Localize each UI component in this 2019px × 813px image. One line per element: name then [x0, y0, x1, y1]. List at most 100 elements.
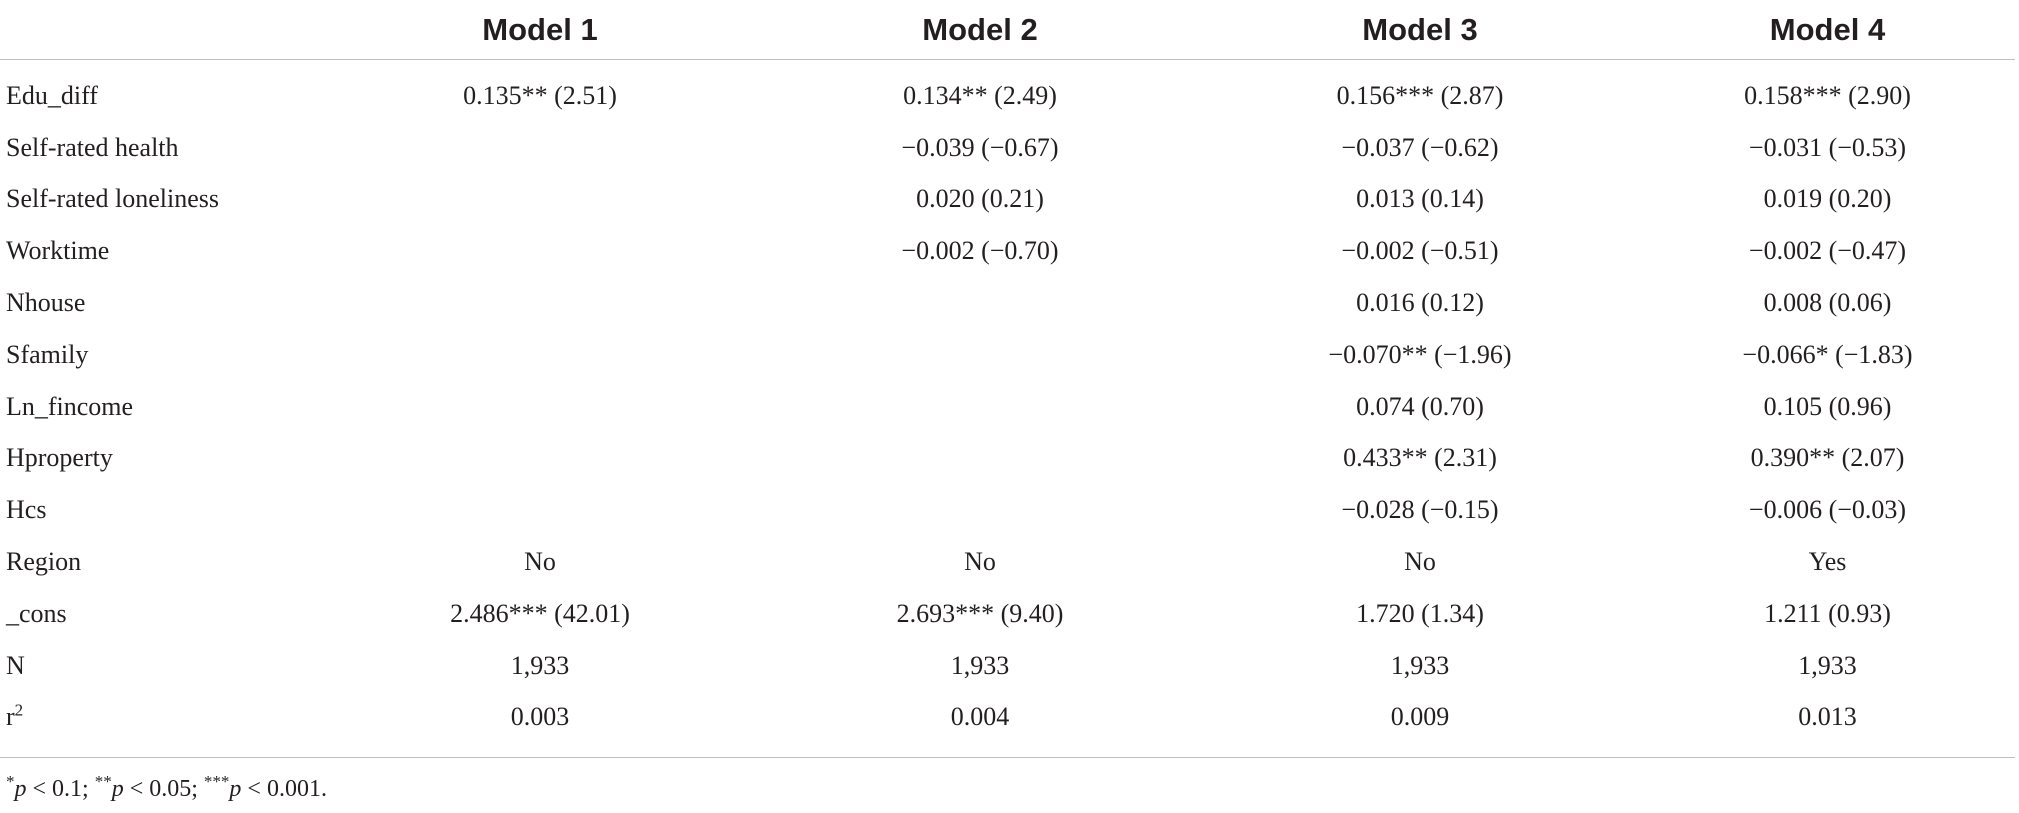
value-cell-model-3: 0.156*** (2.87) — [1336, 80, 1504, 110]
value-cell-model-1: 1,933 — [510, 650, 570, 680]
row-label: r2 — [0, 691, 320, 759]
table-row: Self-rated loneliness 0.020 (0.21) 0.013 (… — [0, 174, 2015, 226]
value-cell-model-2: −0.002 (−0.70) — [901, 236, 1059, 266]
table-row: Worktime −0.002 (−0.70) −0.002 (−0.51) −0.0… — [0, 225, 2015, 277]
value-cell-model-2: 0.004 — [760, 691, 1200, 759]
row-label-superscript: 2 — [14, 700, 24, 720]
table-row: N 1,933 1,933 1,933 1,933 — [0, 640, 2015, 692]
table-row: _cons 2.486*** (42.01) 2.693*** (9.40) 1.72… — [0, 588, 2015, 640]
value-cell-model-4: 1.211 (0.93) — [1764, 598, 1891, 628]
footnote-threshold: < 0.05; — [123, 776, 204, 802]
value-cell-model-1 — [320, 277, 760, 329]
row-label: Hproperty — [0, 433, 320, 485]
row-label: Nhouse — [0, 277, 320, 329]
value-cell-model-1 — [320, 381, 760, 433]
row-label-text: Self-rated loneliness — [6, 184, 219, 214]
header-cell-model-4: Model 4 — [1640, 0, 2015, 60]
row-label: Worktime — [0, 225, 320, 277]
row-label-text: _cons — [6, 598, 67, 628]
value-cell-model-1: No — [524, 547, 556, 577]
value-cell-model-1 — [320, 484, 760, 536]
row-label: Self-rated loneliness — [0, 174, 320, 226]
value-cell-model-2: 2.693*** (9.40) — [896, 598, 1064, 628]
value-cell-model-3: −0.028 (−0.15) — [1341, 495, 1499, 525]
value-cell-model-4: −0.031 (−0.53) — [1748, 132, 1907, 162]
value-cell-model-3: 0.016 (0.12) — [1356, 288, 1484, 318]
value-cell-model-2: 0.134** (2.49) — [903, 80, 1057, 110]
row-label-text: Ln_fincome — [6, 391, 134, 421]
row-label-text: Sfamily — [6, 339, 89, 369]
row-label: Sfamily — [0, 329, 320, 381]
value-cell-model-3: No — [1404, 547, 1436, 577]
header-cell-variable — [0, 0, 320, 60]
value-cell-model-4: 0.158*** (2.90) — [1744, 80, 1911, 110]
value-cell-model-1 — [320, 122, 760, 174]
table-row: Region No No No Yes — [0, 536, 2015, 588]
table-row: Ln_fincome 0.074 (0.70) 0.105 (0.96) — [0, 381, 2015, 433]
value-cell-model-4: −0.006 (−0.03) — [1748, 495, 1907, 525]
value-cell-model-2: −0.039 (−0.67) — [901, 132, 1059, 162]
value-cell-model-2: 1,933 — [950, 650, 1010, 680]
row-label-text: Hcs — [6, 495, 47, 525]
regression-table: Model 1 Model 2 Model 3 Model 4 Edu_diff… — [0, 0, 2015, 759]
value-cell-model-2 — [760, 484, 1200, 536]
value-cell-model-2 — [760, 329, 1200, 381]
value-cell-model-3: 1,933 — [1390, 650, 1450, 680]
value-cell-model-4: 0.019 (0.20) — [1763, 184, 1892, 214]
value-cell-model-4: Yes — [1808, 547, 1847, 577]
header-cell-model-2: Model 2 — [760, 0, 1200, 60]
value-cell-model-3: 0.013 (0.14) — [1356, 184, 1484, 214]
footnote-stars: *** — [203, 772, 230, 791]
footnote-p-symbol: p — [14, 776, 27, 802]
value-cell-model-3: 0.433** (2.31) — [1343, 443, 1497, 473]
value-cell-model-1 — [320, 329, 760, 381]
header-row: Model 1 Model 2 Model 3 Model 4 — [0, 0, 2015, 60]
footnote-p-symbol: p — [229, 776, 242, 802]
value-cell-model-2 — [760, 381, 1200, 433]
value-cell-model-2: No — [964, 547, 996, 577]
table-row: Hcs −0.028 (−0.15) −0.006 (−0.03) — [0, 484, 2015, 536]
row-label-text: Edu_diff — [6, 80, 98, 110]
value-cell-model-2: 0.020 (0.21) — [916, 184, 1044, 214]
value-cell-model-4: −0.066* (−1.83) — [1742, 339, 1913, 369]
row-label-text: Self-rated health — [6, 132, 179, 162]
table-row: Edu_diff 0.135** (2.51) 0.134** (2.49) 0.15… — [0, 60, 2015, 122]
row-label: Edu_diff — [0, 60, 320, 122]
footnote-stars: ** — [94, 772, 112, 791]
table-row: Nhouse 0.016 (0.12) 0.008 (0.06) — [0, 277, 2015, 329]
value-cell-model-3: 0.074 (0.70) — [1356, 391, 1484, 421]
table-row: Hproperty 0.433** (2.31) 0.390** (2.07) — [0, 433, 2015, 485]
footnote-stars: * — [6, 772, 15, 791]
row-label: N — [0, 640, 320, 692]
value-cell-model-4: 0.008 (0.06) — [1763, 288, 1892, 318]
table-body: Edu_diff 0.135** (2.51) 0.134** (2.49) 0.15… — [0, 60, 2015, 759]
significance-footnote: *p < 0.1; **p < 0.05; ***p < 0.001. — [6, 773, 327, 803]
table-row: Self-rated health −0.039 (−0.67) −0.037 (−… — [0, 122, 2015, 174]
value-cell-model-1 — [320, 433, 760, 485]
row-label: Hcs — [0, 484, 320, 536]
row-label-text: N — [6, 650, 25, 680]
value-cell-model-2 — [760, 433, 1200, 485]
row-label: Ln_fincome — [0, 381, 320, 433]
value-cell-model-4: 1,933 — [1798, 650, 1857, 680]
value-cell-model-3: −0.070** (−1.96) — [1328, 339, 1512, 369]
value-cell-model-3: 1.720 (1.34) — [1356, 598, 1484, 628]
table-row: r2 0.003 0.004 0.009 0.013 — [0, 691, 2015, 759]
row-label: Self-rated health — [0, 122, 320, 174]
value-cell-model-1 — [320, 225, 760, 277]
value-cell-model-4: 0.105 (0.96) — [1763, 391, 1892, 421]
header-cell-model-3: Model 3 — [1200, 0, 1640, 60]
row-label-text: Nhouse — [6, 288, 86, 318]
footnote-threshold: < 0.1; — [26, 776, 95, 802]
value-cell-model-1: 0.135** (2.51) — [463, 80, 617, 110]
header-cell-model-1: Model 1 — [320, 0, 760, 60]
row-label-text: r — [6, 702, 15, 732]
value-cell-model-1: 2.486*** (42.01) — [450, 598, 630, 628]
value-cell-model-3: 0.009 — [1200, 691, 1640, 759]
value-cell-model-4: 0.013 — [1640, 691, 2015, 759]
value-cell-model-2 — [760, 277, 1200, 329]
footnote-p-symbol: p — [111, 776, 124, 802]
table-row: Sfamily −0.070** (−1.96) −0.066* (−1.83) — [0, 329, 2015, 381]
table-header: Model 1 Model 2 Model 3 Model 4 — [0, 0, 2015, 60]
